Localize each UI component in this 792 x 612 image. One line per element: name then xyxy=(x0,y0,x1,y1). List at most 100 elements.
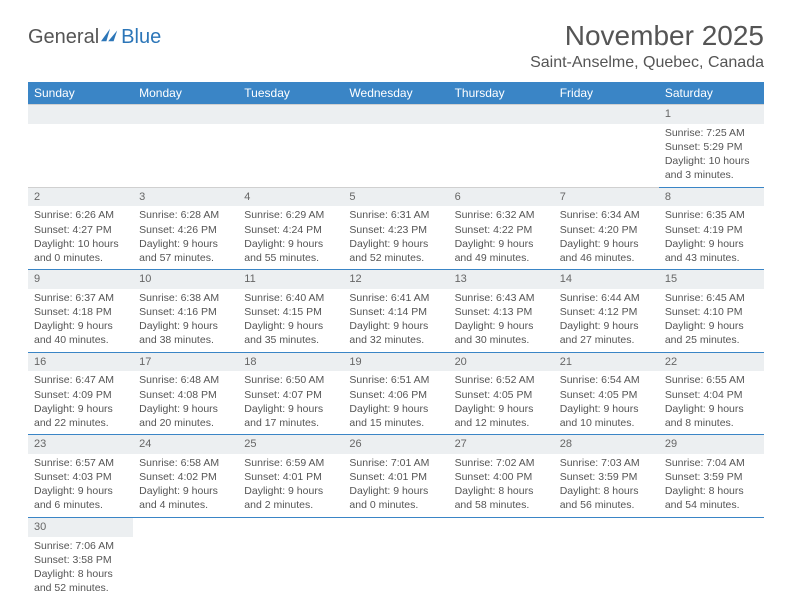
day-number: 30 xyxy=(28,517,133,536)
day-cell: Sunrise: 7:06 AMSunset: 3:58 PMDaylight:… xyxy=(28,537,133,600)
daylight-text2: and 54 minutes. xyxy=(665,498,758,512)
day-number xyxy=(554,517,659,536)
daylight-text2: and 0 minutes. xyxy=(34,251,127,265)
day-cell xyxy=(133,124,238,187)
day-number: 3 xyxy=(133,187,238,206)
sunset-text: Sunset: 4:15 PM xyxy=(244,305,337,319)
day-cell: Sunrise: 7:03 AMSunset: 3:59 PMDaylight:… xyxy=(554,454,659,517)
day-number: 17 xyxy=(133,352,238,371)
day-cell: Sunrise: 6:52 AMSunset: 4:05 PMDaylight:… xyxy=(449,371,554,434)
day-cell: Sunrise: 7:04 AMSunset: 3:59 PMDaylight:… xyxy=(659,454,764,517)
daylight-text2: and 0 minutes. xyxy=(349,498,442,512)
daylight-text: Daylight: 9 hours xyxy=(34,402,127,416)
daynum-row: 2345678 xyxy=(28,187,764,206)
day-cell: Sunrise: 6:55 AMSunset: 4:04 PMDaylight:… xyxy=(659,371,764,434)
month-title: November 2025 xyxy=(530,20,764,52)
day-cell: Sunrise: 6:48 AMSunset: 4:08 PMDaylight:… xyxy=(133,371,238,434)
sunset-text: Sunset: 4:10 PM xyxy=(665,305,758,319)
sunset-text: Sunset: 4:09 PM xyxy=(34,388,127,402)
daylight-text: Daylight: 9 hours xyxy=(244,484,337,498)
day-number: 21 xyxy=(554,352,659,371)
daylight-text: Daylight: 10 hours xyxy=(665,154,758,168)
sunset-text: Sunset: 4:19 PM xyxy=(665,223,758,237)
day-number: 18 xyxy=(238,352,343,371)
day-cell: Sunrise: 7:25 AMSunset: 5:29 PMDaylight:… xyxy=(659,124,764,187)
day-number xyxy=(28,105,133,124)
daylight-text2: and 56 minutes. xyxy=(560,498,653,512)
sunrise-text: Sunrise: 6:32 AM xyxy=(455,208,548,222)
sunset-text: Sunset: 4:06 PM xyxy=(349,388,442,402)
day-cell xyxy=(238,124,343,187)
sunset-text: Sunset: 4:22 PM xyxy=(455,223,548,237)
daylight-text: Daylight: 9 hours xyxy=(349,319,442,333)
daylight-text: Daylight: 9 hours xyxy=(139,402,232,416)
day-number: 22 xyxy=(659,352,764,371)
day-number: 10 xyxy=(133,270,238,289)
daylight-text: Daylight: 9 hours xyxy=(455,319,548,333)
daylight-text: Daylight: 9 hours xyxy=(455,237,548,251)
sunrise-text: Sunrise: 6:52 AM xyxy=(455,373,548,387)
daylight-text: Daylight: 9 hours xyxy=(349,237,442,251)
logo-text-blue: Blue xyxy=(121,26,161,49)
sunset-text: Sunset: 4:14 PM xyxy=(349,305,442,319)
sunset-text: Sunset: 5:29 PM xyxy=(665,140,758,154)
daylight-text2: and 32 minutes. xyxy=(349,333,442,347)
daylight-text2: and 27 minutes. xyxy=(560,333,653,347)
daylight-text2: and 2 minutes. xyxy=(244,498,337,512)
day-number: 6 xyxy=(449,187,554,206)
daylight-text2: and 52 minutes. xyxy=(34,581,127,595)
sunrise-text: Sunrise: 6:45 AM xyxy=(665,291,758,305)
location: Saint-Anselme, Quebec, Canada xyxy=(530,54,764,72)
daylight-text2: and 52 minutes. xyxy=(349,251,442,265)
day-cell: Sunrise: 6:34 AMSunset: 4:20 PMDaylight:… xyxy=(554,206,659,269)
day-number: 25 xyxy=(238,435,343,454)
sunset-text: Sunset: 3:59 PM xyxy=(560,470,653,484)
day-cell xyxy=(133,537,238,600)
sunrise-text: Sunrise: 6:54 AM xyxy=(560,373,653,387)
daylight-text2: and 30 minutes. xyxy=(455,333,548,347)
sunset-text: Sunset: 4:16 PM xyxy=(139,305,232,319)
daylight-text2: and 15 minutes. xyxy=(349,416,442,430)
page-header: General Blue November 2025 Saint-Anselme… xyxy=(28,20,764,72)
daynum-row: 16171819202122 xyxy=(28,352,764,371)
sunset-text: Sunset: 4:08 PM xyxy=(139,388,232,402)
content-row: Sunrise: 6:26 AMSunset: 4:27 PMDaylight:… xyxy=(28,206,764,269)
daylight-text: Daylight: 9 hours xyxy=(34,484,127,498)
daylight-text: Daylight: 9 hours xyxy=(139,319,232,333)
daylight-text: Daylight: 9 hours xyxy=(560,402,653,416)
day-cell: Sunrise: 7:01 AMSunset: 4:01 PMDaylight:… xyxy=(343,454,448,517)
day-cell: Sunrise: 6:38 AMSunset: 4:16 PMDaylight:… xyxy=(133,289,238,352)
day-number xyxy=(133,105,238,124)
sunrise-text: Sunrise: 6:38 AM xyxy=(139,291,232,305)
sunset-text: Sunset: 4:03 PM xyxy=(34,470,127,484)
sunrise-text: Sunrise: 6:29 AM xyxy=(244,208,337,222)
daylight-text2: and 38 minutes. xyxy=(139,333,232,347)
sunrise-text: Sunrise: 6:51 AM xyxy=(349,373,442,387)
day-cell: Sunrise: 6:32 AMSunset: 4:22 PMDaylight:… xyxy=(449,206,554,269)
day-number: 28 xyxy=(554,435,659,454)
sunset-text: Sunset: 4:12 PM xyxy=(560,305,653,319)
day-header-row: SundayMondayTuesdayWednesdayThursdayFrid… xyxy=(28,82,764,105)
sunrise-text: Sunrise: 6:47 AM xyxy=(34,373,127,387)
day-cell xyxy=(449,537,554,600)
day-number: 15 xyxy=(659,270,764,289)
day-number: 20 xyxy=(449,352,554,371)
day-cell: Sunrise: 6:37 AMSunset: 4:18 PMDaylight:… xyxy=(28,289,133,352)
content-row: Sunrise: 6:47 AMSunset: 4:09 PMDaylight:… xyxy=(28,371,764,434)
sunrise-text: Sunrise: 6:26 AM xyxy=(34,208,127,222)
sunrise-text: Sunrise: 6:41 AM xyxy=(349,291,442,305)
daylight-text: Daylight: 9 hours xyxy=(139,484,232,498)
daylight-text2: and 6 minutes. xyxy=(34,498,127,512)
sunset-text: Sunset: 4:23 PM xyxy=(349,223,442,237)
day-cell xyxy=(238,537,343,600)
sunset-text: Sunset: 4:13 PM xyxy=(455,305,548,319)
day-cell xyxy=(343,124,448,187)
daylight-text: Daylight: 9 hours xyxy=(244,237,337,251)
sunrise-text: Sunrise: 6:44 AM xyxy=(560,291,653,305)
day-cell: Sunrise: 6:57 AMSunset: 4:03 PMDaylight:… xyxy=(28,454,133,517)
day-number xyxy=(238,517,343,536)
sunrise-text: Sunrise: 7:03 AM xyxy=(560,456,653,470)
day-cell: Sunrise: 6:58 AMSunset: 4:02 PMDaylight:… xyxy=(133,454,238,517)
content-row: Sunrise: 6:57 AMSunset: 4:03 PMDaylight:… xyxy=(28,454,764,517)
content-row: Sunrise: 7:06 AMSunset: 3:58 PMDaylight:… xyxy=(28,537,764,600)
